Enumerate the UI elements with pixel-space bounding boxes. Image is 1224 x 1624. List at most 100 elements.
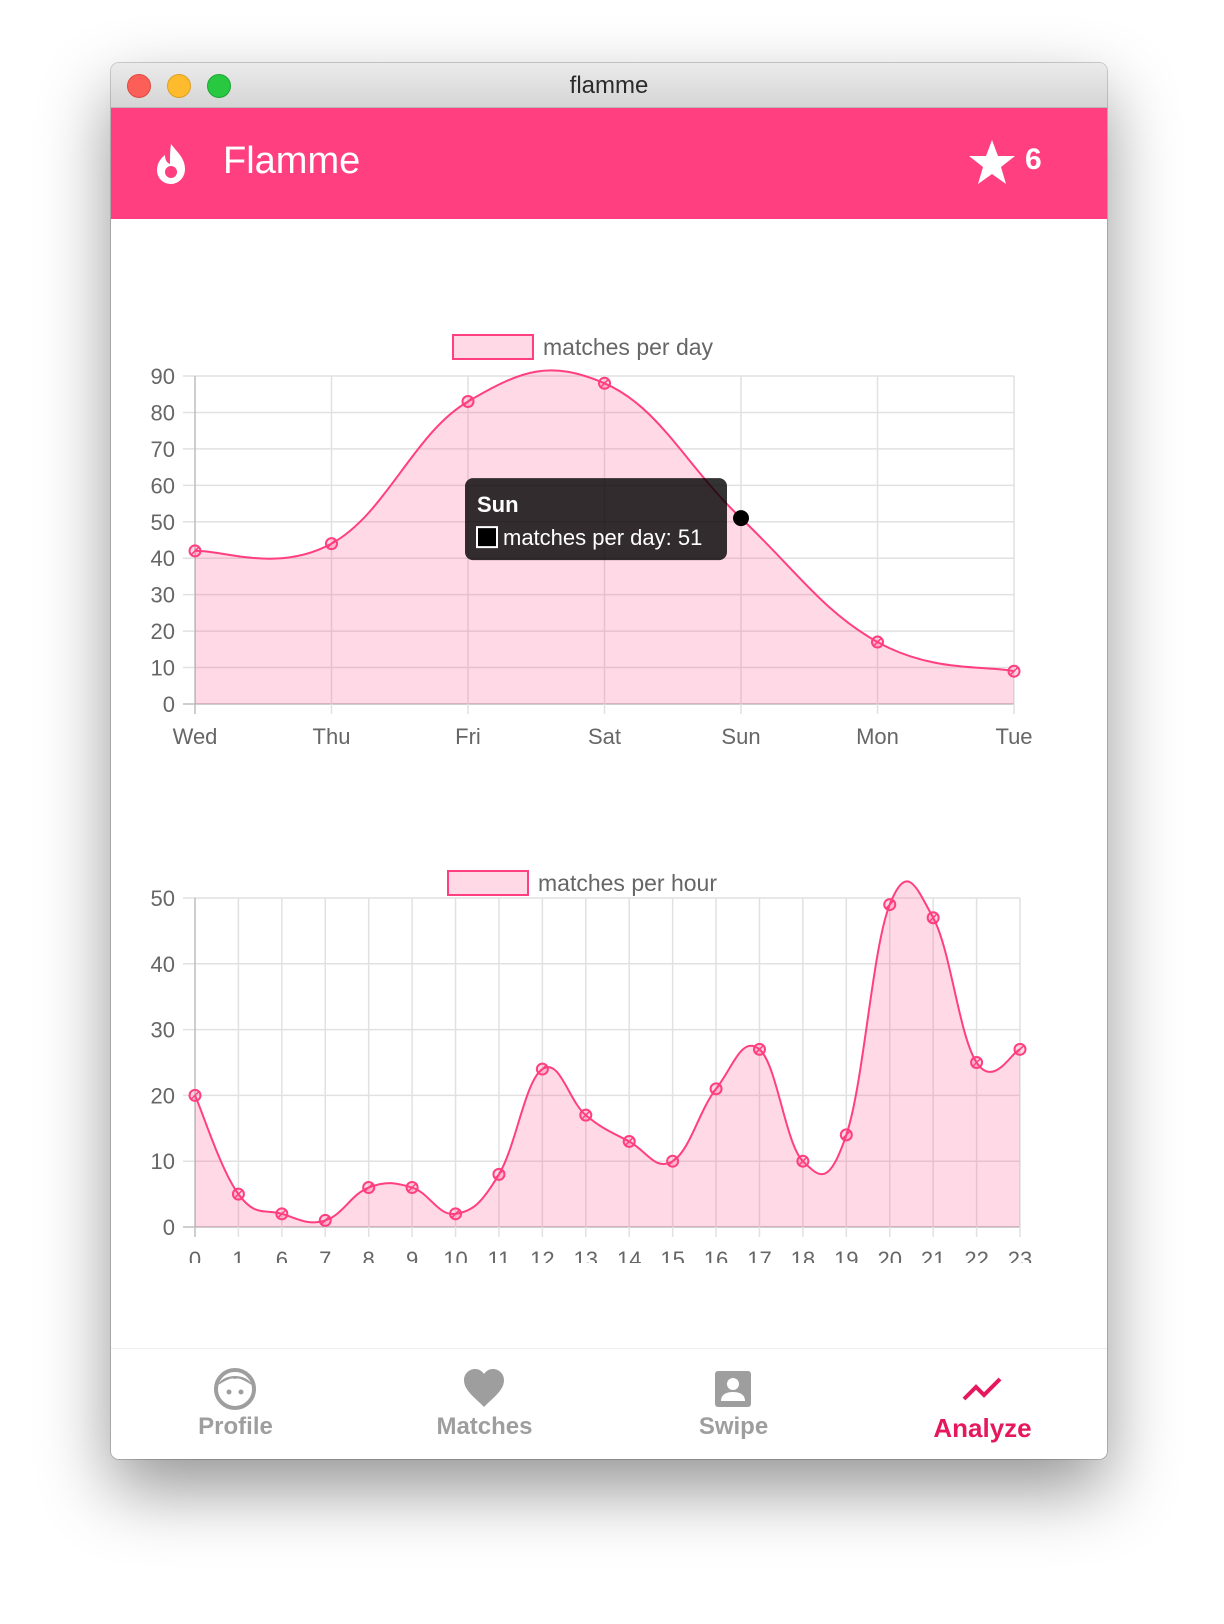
point-marker-slash bbox=[537, 1064, 547, 1074]
data-point[interactable] bbox=[622, 1134, 636, 1148]
y-tick-label: 90 bbox=[151, 364, 175, 389]
bottom-navigation: Profile Matches Swipe Analyze bbox=[111, 1348, 1107, 1459]
y-tick-label: 80 bbox=[151, 400, 175, 425]
x-tick-label: 14 bbox=[617, 1247, 641, 1263]
data-point[interactable] bbox=[492, 1167, 506, 1181]
legend-swatch bbox=[452, 334, 534, 360]
data-point[interactable] bbox=[188, 1088, 202, 1102]
x-tick-label: Sat bbox=[588, 724, 621, 749]
star-icon bbox=[969, 140, 1015, 184]
y-tick-label: 0 bbox=[163, 1215, 175, 1240]
x-tick-label: 17 bbox=[747, 1247, 771, 1263]
nav-label: Analyze bbox=[933, 1413, 1032, 1443]
app-header: Flamme 6 bbox=[111, 108, 1107, 219]
point-marker-slash bbox=[1015, 1044, 1025, 1054]
x-tick-label: Tue bbox=[995, 724, 1032, 749]
point-marker-slash bbox=[364, 1182, 374, 1193]
tooltip-title: Sun bbox=[477, 492, 519, 517]
data-point[interactable] bbox=[1007, 664, 1021, 678]
point-marker-slash bbox=[599, 378, 610, 388]
data-point[interactable] bbox=[709, 1082, 723, 1096]
flame-icon bbox=[157, 144, 185, 184]
x-tick-label: Sun bbox=[721, 724, 760, 749]
y-tick-label: 20 bbox=[151, 1083, 175, 1108]
y-tick-label: 50 bbox=[151, 510, 175, 535]
window-title: flamme bbox=[569, 72, 649, 99]
data-points bbox=[188, 898, 1027, 1227]
nav-matches[interactable]: Matches bbox=[360, 1349, 609, 1459]
data-point[interactable] bbox=[461, 395, 475, 409]
data-point[interactable] bbox=[362, 1181, 376, 1195]
data-point[interactable] bbox=[871, 635, 884, 649]
nav-swipe[interactable]: Swipe bbox=[609, 1349, 858, 1459]
x-tick-label: 7 bbox=[319, 1247, 331, 1263]
y-tick-label: 20 bbox=[151, 619, 175, 644]
nav-label: Profile bbox=[198, 1413, 273, 1440]
matches-per-day-chart: matches per day 0 10 20 30 40 50 60 70 80 90 Wed T… bbox=[151, 334, 1033, 749]
data-point[interactable] bbox=[231, 1187, 245, 1201]
x-tick-label: 18 bbox=[791, 1247, 815, 1263]
data-point[interactable] bbox=[325, 537, 338, 551]
chart-legend[interactable]: matches per hour bbox=[447, 870, 717, 896]
x-tick-label: 13 bbox=[574, 1247, 598, 1263]
data-point[interactable] bbox=[926, 911, 940, 925]
minimize-window-button[interactable] bbox=[167, 74, 191, 98]
data-point[interactable] bbox=[1013, 1042, 1027, 1056]
x-tick-label: 10 bbox=[443, 1247, 467, 1263]
data-point[interactable] bbox=[188, 544, 202, 558]
data-point[interactable] bbox=[752, 1042, 766, 1056]
y-tick-label: 50 bbox=[151, 886, 175, 911]
x-tick-label: 9 bbox=[406, 1247, 418, 1263]
data-point[interactable] bbox=[405, 1181, 419, 1195]
legend-swatch bbox=[447, 870, 529, 896]
x-tick-label: 6 bbox=[276, 1247, 288, 1263]
data-point[interactable] bbox=[449, 1207, 463, 1221]
x-tick-label: 16 bbox=[704, 1247, 728, 1263]
data-point[interactable] bbox=[275, 1207, 289, 1221]
legend-label: matches per day bbox=[543, 334, 714, 360]
data-point[interactable] bbox=[598, 376, 611, 390]
y-axis: 0 10 20 30 40 50 bbox=[151, 886, 175, 1240]
x-tick-label: 8 bbox=[363, 1247, 375, 1263]
data-point[interactable] bbox=[883, 898, 897, 912]
data-point[interactable] bbox=[796, 1154, 810, 1168]
person-card-icon bbox=[715, 1371, 751, 1407]
title-bar: flamme bbox=[111, 63, 1107, 108]
trending-icon bbox=[962, 1377, 1002, 1401]
point-marker-slash bbox=[1009, 666, 1019, 676]
data-point[interactable] bbox=[535, 1062, 549, 1076]
chart-legend[interactable]: matches per day bbox=[452, 334, 714, 360]
tooltip-swatch bbox=[476, 526, 498, 549]
data-point[interactable] bbox=[318, 1213, 332, 1227]
hover-point[interactable] bbox=[733, 510, 749, 527]
x-tick-label: Mon bbox=[856, 724, 899, 749]
x-tick-label: 15 bbox=[660, 1247, 684, 1263]
x-tick-label: 12 bbox=[530, 1247, 554, 1263]
data-point[interactable] bbox=[666, 1154, 680, 1168]
point-marker-slash bbox=[450, 1209, 461, 1219]
point-marker-slash bbox=[190, 546, 200, 556]
x-tick-label: 21 bbox=[921, 1247, 945, 1263]
app-title: Flamme bbox=[223, 140, 361, 182]
zoom-window-button[interactable] bbox=[207, 74, 231, 98]
series-line bbox=[194, 880, 1021, 1224]
x-axis: Wed Thu Fri Sat Sun Mon Tue bbox=[173, 724, 1033, 749]
tooltip-label: matches per day: 51 bbox=[503, 525, 702, 550]
x-tick-label: 23 bbox=[1008, 1247, 1032, 1263]
app-window: flamme Flamme 6 matches per day 0 10 20 30 4… bbox=[111, 63, 1107, 1459]
point-marker-slash bbox=[326, 539, 337, 549]
x-tick-label: Wed bbox=[173, 724, 218, 749]
y-tick-label: 10 bbox=[151, 1149, 175, 1174]
data-point[interactable] bbox=[839, 1128, 853, 1142]
data-point[interactable] bbox=[579, 1108, 593, 1122]
point-marker-slash bbox=[463, 396, 473, 407]
point-marker-slash bbox=[754, 1044, 765, 1054]
point-marker-slash bbox=[233, 1189, 243, 1199]
close-window-button[interactable] bbox=[127, 74, 151, 98]
point-marker-slash bbox=[972, 1057, 982, 1068]
data-point[interactable] bbox=[970, 1056, 984, 1069]
x-tick-label: 22 bbox=[964, 1247, 988, 1263]
y-tick-label: 30 bbox=[151, 1018, 175, 1043]
nav-analyze[interactable]: Analyze bbox=[858, 1349, 1107, 1459]
nav-profile[interactable]: Profile bbox=[111, 1349, 360, 1459]
